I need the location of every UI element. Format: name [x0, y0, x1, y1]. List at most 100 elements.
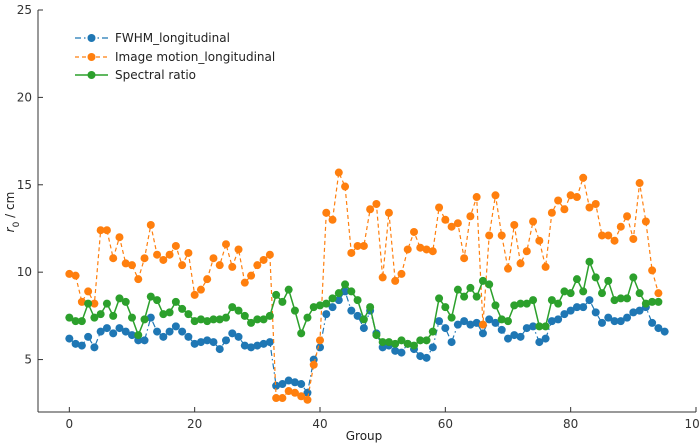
data-point — [222, 240, 230, 249]
data-point — [397, 336, 406, 345]
data-point — [466, 283, 475, 292]
data-point — [504, 317, 512, 326]
x-tick-label: 100 — [685, 417, 700, 431]
data-point — [403, 339, 412, 348]
data-point — [90, 299, 99, 308]
data-point — [347, 248, 356, 257]
data-point — [222, 336, 230, 345]
data-point — [372, 331, 381, 340]
data-point — [384, 208, 393, 217]
data-point — [648, 297, 657, 306]
data-point — [522, 299, 531, 308]
data-point — [234, 332, 243, 341]
data-point — [134, 331, 143, 340]
data-point — [196, 315, 205, 324]
data-point — [485, 315, 494, 324]
data-point — [240, 341, 249, 350]
data-point — [566, 306, 575, 315]
data-point — [303, 313, 312, 322]
data-point — [547, 317, 556, 326]
data-point — [441, 215, 450, 224]
data-point — [410, 341, 418, 350]
data-point — [234, 245, 243, 254]
data-point — [290, 388, 299, 397]
data-point — [635, 289, 644, 298]
data-point — [96, 310, 105, 319]
data-point — [297, 380, 306, 389]
data-point — [247, 318, 256, 327]
data-point — [65, 313, 74, 322]
data-point — [341, 287, 350, 296]
data-point — [497, 315, 506, 324]
data-point — [485, 231, 494, 240]
data-point — [153, 250, 162, 259]
data-point — [190, 290, 199, 299]
data-point — [184, 310, 193, 319]
data-point — [598, 318, 606, 327]
data-point — [435, 203, 444, 212]
y-tick-label: 15 — [17, 178, 32, 192]
data-point — [485, 280, 494, 289]
data-point — [259, 315, 268, 324]
data-point — [391, 276, 400, 285]
y-tick-label: 20 — [17, 90, 32, 104]
series-image-motion-longitudinal — [65, 168, 663, 404]
data-point — [604, 276, 613, 285]
y-tick-label: 5 — [24, 353, 32, 367]
data-point — [585, 296, 594, 305]
data-point — [654, 324, 663, 333]
data-point — [278, 380, 287, 389]
data-point — [410, 227, 418, 236]
data-point — [591, 273, 600, 282]
data-point — [585, 203, 594, 212]
data-point — [353, 241, 362, 250]
data-point — [272, 394, 281, 403]
data-point — [247, 271, 256, 280]
data-point — [460, 254, 469, 263]
data-point — [572, 275, 581, 284]
data-point — [297, 392, 306, 401]
data-point — [598, 289, 606, 298]
data-point — [416, 352, 425, 361]
data-point — [159, 255, 168, 264]
data-point — [516, 259, 525, 268]
data-point — [90, 313, 99, 322]
data-point — [65, 269, 74, 278]
data-point — [472, 318, 481, 327]
data-point — [290, 378, 299, 387]
data-point — [541, 322, 550, 331]
data-point — [472, 193, 481, 202]
data-point — [272, 381, 281, 390]
data-point — [616, 294, 625, 303]
data-point — [115, 294, 124, 303]
data-point — [416, 336, 425, 345]
data-point — [109, 329, 118, 338]
data-point — [278, 394, 287, 403]
legend: FWHM_longitudinal Image motion_longitudi… — [75, 31, 275, 82]
data-point — [159, 332, 168, 341]
data-point — [109, 311, 118, 320]
data-point — [378, 273, 387, 282]
data-point — [278, 297, 287, 306]
data-point — [209, 254, 218, 263]
data-point — [579, 173, 588, 182]
data-point — [353, 296, 362, 305]
data-point — [171, 322, 180, 331]
data-point — [466, 320, 475, 329]
data-point — [554, 299, 563, 308]
data-point — [441, 324, 450, 333]
data-point — [372, 200, 381, 209]
data-point — [203, 275, 212, 284]
data-point — [660, 327, 669, 336]
data-point — [491, 191, 500, 200]
data-point — [359, 315, 368, 324]
data-point — [178, 327, 187, 336]
data-point — [604, 313, 613, 322]
data-point — [491, 318, 500, 327]
data-point — [610, 296, 619, 305]
data-point — [153, 327, 162, 336]
legend-marker-image-motion — [87, 53, 96, 61]
data-point — [510, 331, 519, 340]
data-point — [572, 303, 581, 312]
data-point — [316, 343, 324, 352]
